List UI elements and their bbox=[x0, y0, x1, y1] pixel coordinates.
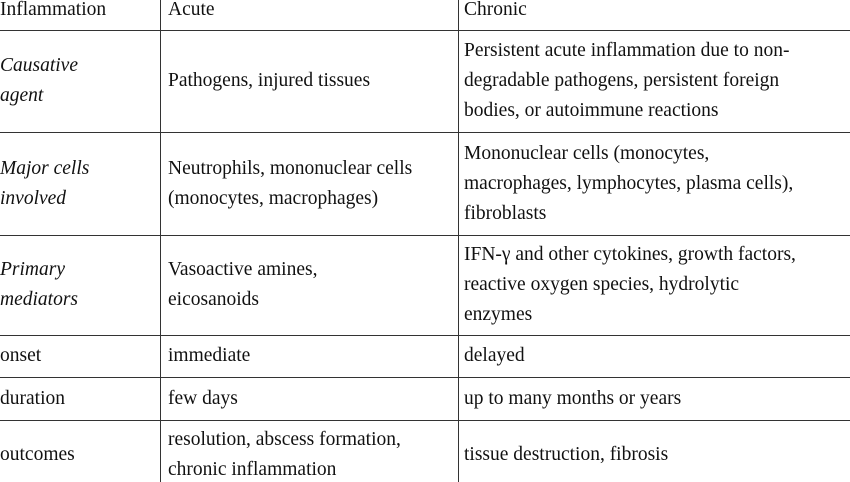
header-cell: Acute bbox=[168, 0, 215, 30]
row-rule bbox=[0, 235, 850, 236]
cell-text: eicosanoids bbox=[168, 289, 259, 310]
table-cell: Mononuclear cells (monocytes, macrophages… bbox=[464, 132, 793, 235]
cell-text: IFN-γ and other cytokines, growth factor… bbox=[464, 244, 796, 265]
cell-text: Persistent acute inflammation due to non… bbox=[464, 40, 790, 61]
table-cell: Persistent acute inflammation due to non… bbox=[464, 30, 789, 132]
row-rule bbox=[0, 30, 850, 31]
table-cell: Neutrophils, mononuclear cells (monocytes… bbox=[168, 132, 412, 235]
cell-text: enzymes bbox=[464, 304, 533, 325]
table-cell: Major cells involved bbox=[0, 132, 89, 235]
row-rule bbox=[0, 420, 850, 421]
cell-text: Major cells bbox=[0, 157, 90, 179]
table-cell: up to many months or years bbox=[464, 377, 681, 420]
row-rule bbox=[0, 132, 850, 133]
cell-text: bodies, or autoimmune reactions bbox=[464, 100, 719, 121]
cell-text: (monocytes, macrophages) bbox=[168, 187, 379, 209]
cell-text: macrophages, lymphocytes, plasma cells), bbox=[464, 172, 794, 194]
cell-text: outcomes bbox=[0, 444, 75, 465]
cell-text: Vasoactive amines, bbox=[168, 259, 318, 280]
table-cell: duration bbox=[0, 377, 65, 420]
table-cell: few days bbox=[168, 377, 238, 420]
table-cell: Vasoactive amines, eicosanoids bbox=[168, 235, 317, 335]
cell-text: Pathogens, injured tissues bbox=[168, 70, 371, 91]
table-cell: Pathogens, injured tissues bbox=[168, 30, 370, 132]
row-rule bbox=[0, 335, 850, 336]
cell-text: Primary bbox=[0, 259, 65, 280]
cell-text: immediate bbox=[168, 345, 251, 366]
cell-text: onset bbox=[0, 345, 42, 366]
table-cell: IFN-γ and other cytokines, growth factor… bbox=[464, 235, 796, 335]
header-text: Acute bbox=[168, 0, 215, 20]
table-cell: Causative agent bbox=[0, 30, 78, 132]
cell-text: delayed bbox=[464, 345, 525, 366]
cell-text: Mononuclear cells (monocytes, bbox=[464, 142, 710, 164]
cell-text: Causative bbox=[0, 55, 78, 76]
cell-text: agent bbox=[0, 85, 44, 106]
cell-text: reactive oxygen species, hydrolytic bbox=[464, 274, 740, 295]
table-cell: Primary mediators bbox=[0, 235, 78, 335]
table-cell: immediate bbox=[168, 335, 250, 377]
cell-text: resolution, abscess formation, bbox=[168, 429, 401, 450]
cell-text: few days bbox=[168, 387, 238, 409]
cell-text: tissue destruction, fibrosis bbox=[464, 444, 669, 465]
table-cell: resolution, abscess formation, chronic in… bbox=[168, 420, 401, 482]
header-text: Inflammation bbox=[0, 0, 107, 20]
cell-text: duration bbox=[0, 387, 65, 409]
row-rule bbox=[0, 377, 850, 378]
column-rule bbox=[160, 0, 161, 482]
table-cell: tissue destruction, fibrosis bbox=[464, 420, 668, 482]
header-cell: Chronic bbox=[464, 0, 527, 30]
table-cell: delayed bbox=[464, 335, 525, 377]
column-rule bbox=[458, 0, 459, 482]
cell-text: fibroblasts bbox=[464, 202, 547, 224]
cell-text: Neutrophils, mononuclear cells bbox=[168, 157, 413, 179]
cell-text: degradable pathogens, persistent foreign bbox=[464, 70, 780, 91]
cell-text: up to many months or years bbox=[464, 387, 682, 409]
header-text: Chronic bbox=[464, 0, 527, 20]
cell-text: involved bbox=[0, 187, 67, 209]
cell-text: mediators bbox=[0, 289, 78, 310]
table-cell: outcomes bbox=[0, 420, 75, 482]
header-cell: Inflammation bbox=[0, 0, 106, 30]
table-cell: onset bbox=[0, 335, 41, 377]
cell-text: chronic inflammation bbox=[168, 459, 337, 480]
